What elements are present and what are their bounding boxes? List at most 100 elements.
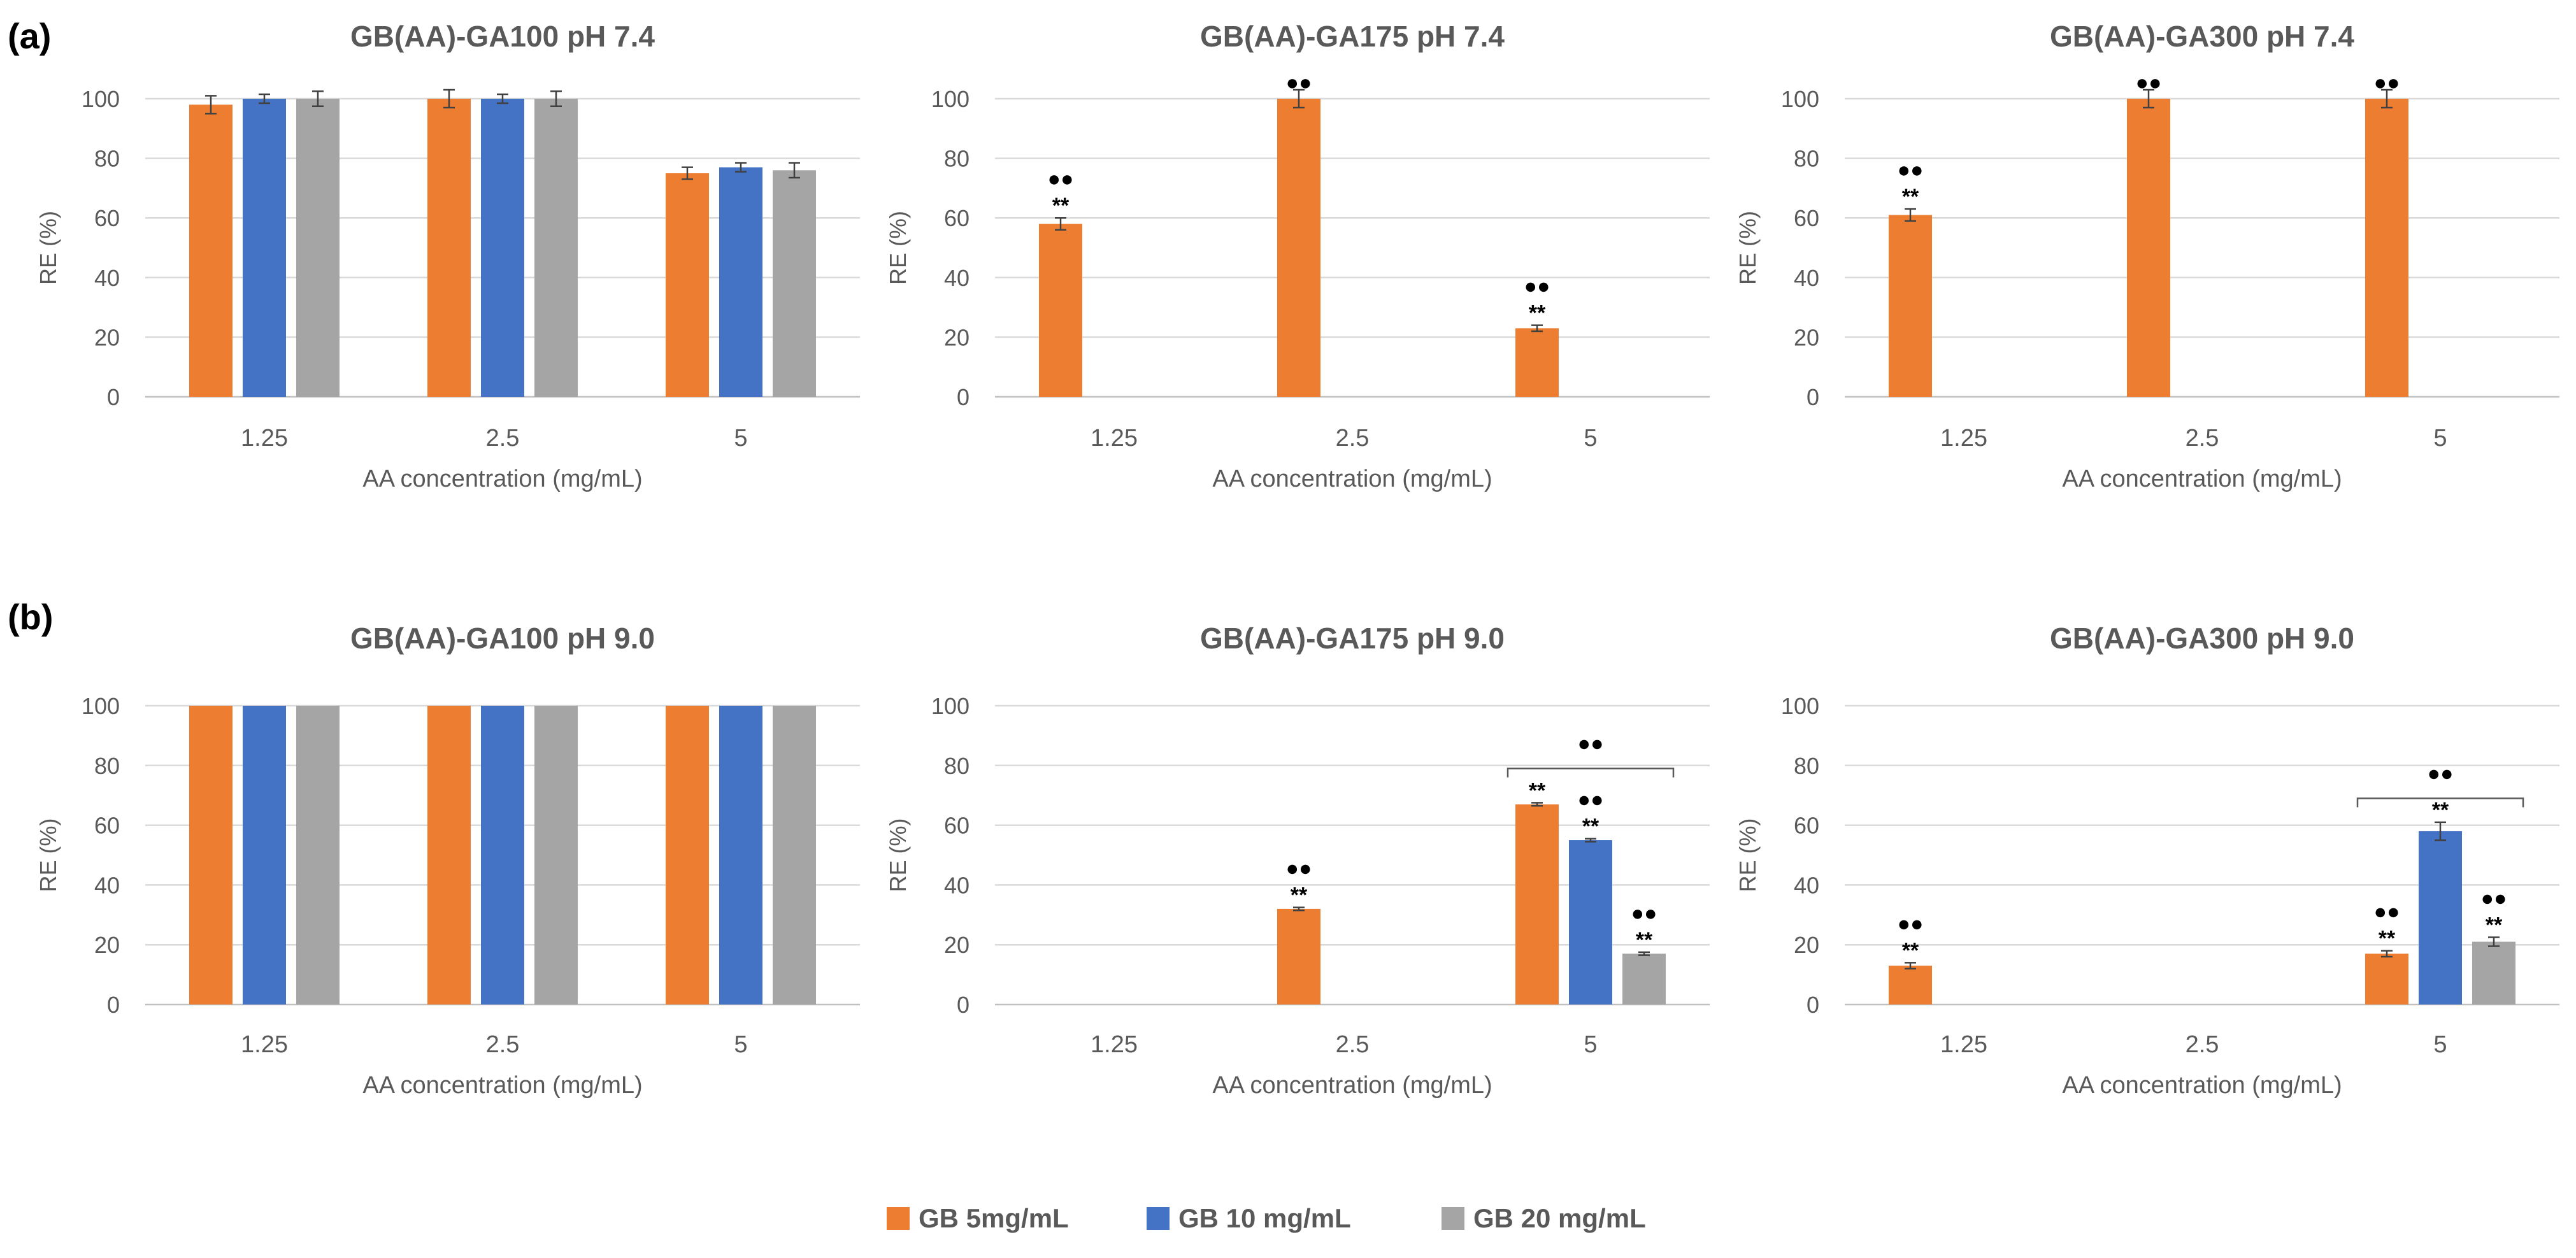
bar (481, 99, 524, 397)
x-tick-label: 2.5 (2186, 425, 2219, 452)
significance-dots: ●● (1897, 158, 1923, 182)
x-tick-label: 5 (1584, 425, 1597, 452)
y-tick-label: 60 (94, 205, 120, 231)
y-tick-label: 0 (1807, 992, 1819, 1018)
significance-dots: ●● (1524, 275, 1550, 299)
bar (534, 706, 578, 1004)
significance-stars: ** (1529, 301, 1546, 325)
significance-stars: ** (1291, 883, 1308, 908)
y-tick-label: 40 (1794, 265, 1819, 291)
y-tick-label: 60 (944, 813, 970, 839)
x-axis-label: AA concentration (mg/mL) (2062, 466, 2342, 492)
chart-4: GB(AA)-GA100 pH 9.0 0 20 40 60 80 100 RE (%) 1.2… (35, 622, 860, 1099)
chart-title: GB(AA)-GA300 pH 9.0 (2050, 622, 2354, 655)
x-tick-label: 5 (734, 1031, 747, 1058)
significance-stars: ** (1902, 938, 1919, 962)
legend-swatch (1442, 1207, 1464, 1230)
y-tick-label: 20 (1794, 932, 1819, 958)
significance-dots: ●● (2373, 71, 2400, 95)
legend-item: GB 10 mg/mL (1147, 1203, 1351, 1233)
y-tick-label: 60 (94, 813, 120, 839)
bar (189, 104, 233, 397)
y-tick-label: 40 (944, 265, 970, 291)
y-tick-label: 80 (1794, 753, 1819, 779)
bar (773, 706, 816, 1004)
bar (243, 706, 286, 1004)
legend-label: GB 20 mg/mL (1473, 1203, 1646, 1233)
y-tick-label: 80 (1794, 146, 1819, 172)
x-tick-label: 5 (1584, 1031, 1597, 1058)
chart-5: GB(AA)-GA175 pH 9.0 0 20 40 60 80 100 RE (%) 1.2… (885, 622, 1710, 1099)
x-tick-label: 2.5 (486, 1031, 520, 1058)
legend-item: GB 5mg/mL (887, 1203, 1069, 1233)
bar (534, 99, 578, 397)
significance-dots: ●● (1631, 901, 1657, 926)
significance-dots: ●● (2373, 900, 2400, 924)
y-axis-label: RE (%) (885, 818, 911, 892)
y-tick-label: 20 (944, 932, 970, 958)
bar (243, 99, 286, 397)
y-tick-label: 0 (1807, 384, 1819, 410)
x-tick-label: 1.25 (241, 1031, 288, 1058)
y-axis-label: RE (%) (35, 211, 61, 285)
bar (2365, 99, 2408, 397)
bar (2365, 954, 2408, 1004)
bar (1277, 99, 1320, 397)
significance-stars: ** (1052, 194, 1070, 218)
bar (296, 706, 340, 1004)
x-tick-label: 2.5 (2186, 1031, 2219, 1058)
y-tick-label: 100 (1781, 86, 1819, 112)
y-tick-label: 20 (94, 324, 120, 350)
legend-label: GB 5mg/mL (919, 1203, 1069, 1233)
bar (2472, 941, 2515, 1004)
y-tick-label: 0 (107, 384, 120, 410)
significance-dots: ●● (1577, 731, 1603, 755)
significance-dots: ●● (1577, 788, 1603, 812)
bar (189, 706, 233, 1004)
significance-bracket (2356, 797, 2524, 808)
y-tick-label: 0 (957, 992, 970, 1018)
bar (481, 706, 524, 1004)
y-axis-label: RE (%) (35, 818, 61, 892)
significance-dots: ●● (1897, 911, 1923, 936)
bar (1622, 954, 1666, 1004)
y-tick-label: 80 (94, 146, 120, 172)
bar (1277, 908, 1320, 1004)
chart-6: GB(AA)-GA300 pH 9.0 0 20 40 60 80 100 RE (%) 1.2… (1735, 622, 2559, 1099)
x-tick-label: 5 (2433, 1031, 2447, 1058)
x-tick-label: 5 (2433, 425, 2447, 452)
bar (296, 99, 340, 397)
charts: GB(AA)-GA100 pH 7.4 0 20 40 60 80 100 RE (%) 1.2… (35, 20, 2559, 1099)
bar (1889, 215, 1932, 397)
significance-stars: ** (2486, 913, 2503, 937)
significance-dots: ●● (2135, 71, 2161, 95)
legend-swatch (887, 1207, 910, 1230)
legend: GB 5mg/mL GB 10 mg/mL GB 20 mg/mL (887, 1203, 1646, 1233)
legend-swatch (1147, 1207, 1170, 1230)
x-axis-label: AA concentration (mg/mL) (2062, 1072, 2342, 1099)
x-axis-label: AA concentration (mg/mL) (362, 466, 642, 492)
bar (2419, 831, 2462, 1004)
bar (427, 99, 471, 397)
panel-label-a: (a) (8, 16, 51, 56)
y-axis-label: RE (%) (1735, 211, 1761, 285)
legend-label: GB 10 mg/mL (1178, 1203, 1351, 1233)
y-tick-label: 100 (82, 86, 120, 112)
x-axis-label: AA concentration (mg/mL) (1212, 1072, 1492, 1099)
chart-title: GB(AA)-GA175 pH 7.4 (1200, 20, 1505, 53)
bar (719, 706, 762, 1004)
x-axis-label: AA concentration (mg/mL) (1212, 466, 1492, 492)
y-tick-label: 40 (94, 265, 120, 291)
legend-item: GB 20 mg/mL (1442, 1203, 1646, 1233)
x-tick-label: 2.5 (1336, 425, 1370, 452)
significance-stars: ** (2379, 927, 2396, 951)
significance-stars: ** (1902, 185, 1919, 209)
bar (1039, 224, 1082, 397)
y-tick-label: 100 (931, 693, 970, 719)
x-tick-label: 5 (734, 425, 747, 452)
y-tick-label: 100 (1781, 693, 1819, 719)
y-tick-label: 40 (94, 872, 120, 898)
chart-2: GB(AA)-GA175 pH 7.4 0 20 40 60 80 100 RE (%) 1.2… (885, 20, 1710, 492)
panel-label-b: (b) (8, 597, 54, 637)
